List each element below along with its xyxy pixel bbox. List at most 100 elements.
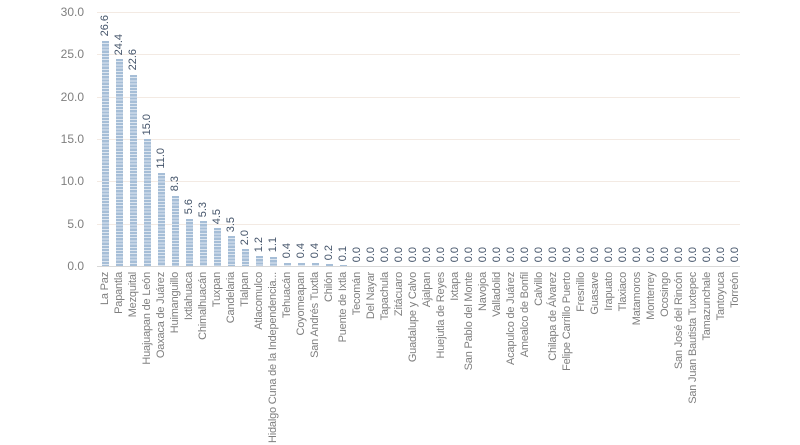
bar-value-label: 0.0	[518, 246, 531, 262]
x-axis-category-label: Navojoa	[476, 272, 489, 311]
x-axis-category-label: San José del Rincón	[672, 272, 685, 370]
bar-value-label: 0.0	[630, 246, 643, 262]
bar-value-label: 8.3	[168, 176, 181, 192]
y-gridline	[97, 223, 740, 225]
x-axis-category-label: Chilón	[322, 272, 335, 302]
bar	[115, 59, 123, 266]
bar-value-label: 0.0	[588, 246, 601, 262]
bar-value-label: 0.0	[490, 246, 503, 262]
x-axis-category-label: Tuxpan	[210, 272, 223, 308]
bar-value-label: 24.4	[112, 33, 125, 56]
x-axis-category-label: Tlaxiaco	[616, 272, 629, 312]
bar-value-label: 0.0	[448, 246, 461, 262]
y-axis-tick-label: 20.0	[60, 89, 84, 104]
bar-value-label: 15.0	[140, 113, 153, 135]
x-axis-category-label: Tamazunchale	[700, 272, 713, 341]
bar-value-label: 0.0	[364, 246, 377, 262]
bar	[101, 40, 109, 266]
x-axis-category-label: Ixtapa	[448, 272, 461, 301]
x-axis-category-label: Felipe Carrillo Puerto	[560, 272, 573, 371]
bar-value-label: 0.0	[476, 246, 489, 262]
bar-value-label: 5.3	[196, 201, 209, 218]
bar-value-label: 0.0	[504, 246, 517, 262]
y-axis-tick-label: 30.0	[60, 5, 84, 19]
x-axis-category-label: Ajalpan	[420, 272, 433, 308]
y-gridline	[97, 54, 740, 56]
bar-value-label: 0.0	[406, 246, 419, 262]
bar	[269, 256, 277, 266]
x-axis-line	[97, 266, 740, 267]
x-axis-category-label: Monterrey	[644, 272, 657, 320]
bar-value-label: 0.2	[322, 245, 335, 261]
x-axis-category-label: Matamoros	[630, 272, 643, 326]
bar-value-label: 0.0	[700, 246, 713, 262]
bar-value-label: 0.0	[714, 246, 727, 262]
x-axis-category-label: Tlalpan	[238, 272, 251, 307]
bar-value-label: 0.0	[350, 246, 363, 262]
bar	[199, 221, 207, 266]
bar-value-label: 0.0	[644, 246, 657, 262]
x-axis-category-label: Tehuacán	[280, 272, 293, 319]
bar-value-label: 5.6	[182, 199, 195, 215]
bar	[339, 265, 347, 266]
x-axis-category-label: Puente de Ixtla	[336, 272, 349, 343]
bar-value-label: 0.0	[658, 246, 671, 262]
x-axis-category-label: Huimanguillo	[168, 272, 181, 334]
x-axis-category-label: Mezquital	[126, 272, 139, 318]
bar	[213, 227, 221, 266]
x-axis-category-label: Papantla	[112, 272, 125, 314]
x-axis-category-label: Ocosingo	[658, 272, 671, 317]
x-axis-category-label: Irapuato	[602, 272, 615, 311]
bar	[157, 172, 165, 266]
x-axis-category-label: Oaxaca de Juárez	[154, 272, 167, 359]
bar-value-label: 0.0	[686, 246, 699, 262]
bar-value-label: 0.0	[560, 246, 573, 262]
bar-value-label: 0.0	[616, 246, 629, 262]
x-axis-category-label: Tapachula	[378, 272, 391, 321]
x-axis-category-label: San Andrés Tuxtla	[308, 272, 321, 358]
bar-value-label: 0.0	[602, 246, 615, 262]
bar-value-label: 11.0	[154, 148, 167, 169]
bar	[255, 255, 263, 266]
x-axis-category-label: Ixtlahuaca	[182, 272, 195, 321]
bar-value-label: 0.0	[378, 246, 391, 262]
bar-value-label: 0.0	[462, 246, 475, 262]
y-gridline	[97, 96, 740, 98]
bar-value-label: 0.0	[728, 246, 741, 262]
y-axis-tick-label: 10.0	[60, 174, 84, 189]
bar-value-label: 4.5	[210, 208, 223, 224]
bar-value-label: 2.0	[238, 229, 251, 246]
x-axis-category-label: Zitácuaro	[392, 272, 405, 317]
x-axis-category-label: Atlacomulco	[252, 272, 265, 330]
bar-value-label: 0.0	[434, 246, 447, 262]
x-axis-category-label: Del Nayar	[364, 272, 377, 320]
x-axis-category-label: Chimalhuacán	[196, 272, 209, 340]
bar	[241, 249, 249, 266]
x-axis-category-label: Chilapa de Álvarez	[546, 272, 559, 361]
bar-value-label: 0.4	[308, 243, 321, 259]
y-axis-tick-label: 15.0	[60, 132, 84, 146]
x-axis-category-label: San Juan Bautista Tuxtepec	[686, 272, 699, 404]
bar-value-label: 3.5	[224, 217, 237, 233]
bar	[129, 74, 137, 266]
bar-value-label: 22.6	[126, 49, 139, 71]
x-axis-category-label: Amealco de Bonfil	[518, 272, 531, 358]
bar	[227, 236, 235, 266]
bar-value-label: 0.0	[574, 246, 587, 262]
x-axis-category-label: Huajuapan de León	[140, 272, 153, 365]
y-axis-tick-label: 0.0	[67, 259, 84, 273]
bar	[143, 139, 151, 266]
bar-value-label: 0.0	[546, 246, 559, 262]
x-axis-category-label: Calvillo	[532, 272, 545, 306]
bar-value-label: 0.4	[280, 243, 293, 259]
bar	[311, 262, 319, 266]
x-axis-category-label: Guasave	[588, 272, 601, 315]
bar-value-label: 0.1	[336, 245, 349, 262]
x-axis-category-label: San Pablo del Monte	[462, 272, 475, 371]
y-gridline	[97, 139, 740, 140]
x-axis-category-label: La Paz	[98, 272, 111, 306]
x-axis-category-label: Tecomán	[350, 272, 363, 316]
x-axis-category-label: Coyomeapan	[294, 272, 307, 336]
x-axis-category-label: Tantoyuca	[714, 272, 727, 321]
